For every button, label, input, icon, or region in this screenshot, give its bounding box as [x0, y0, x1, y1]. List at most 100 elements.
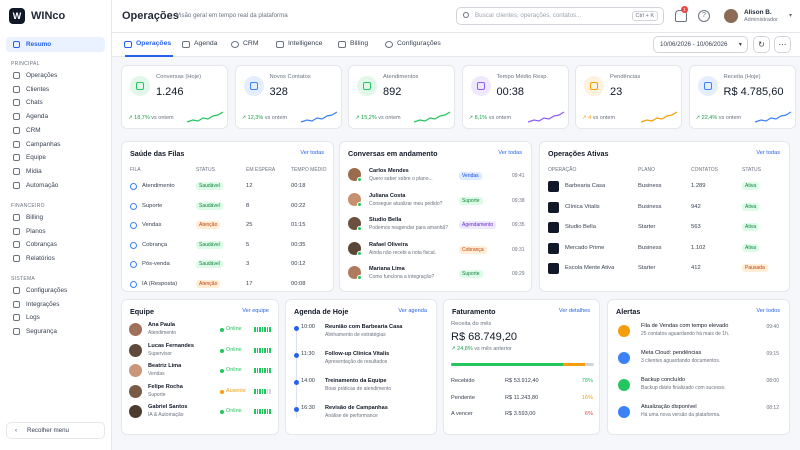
conversation-time: 09:31 [512, 246, 525, 253]
list-item[interactable]: Rafael Oliveira Ainda não recebi a nota f… [340, 238, 533, 261]
nav-icon [13, 85, 20, 93]
list-item[interactable]: Felipe Rocha Suporte Ausente [122, 382, 280, 401]
sidebar-item-campanhas[interactable]: Campanhas [6, 137, 105, 152]
activity-bar [261, 409, 263, 414]
sidebar-item-agenda[interactable]: Agenda [6, 109, 105, 124]
col-header: STATUS [742, 167, 761, 173]
operations-view-all-link[interactable]: Ver todas [756, 150, 780, 156]
alert-item[interactable]: Meta Cloud: pendências 3 clientes aguarda… [608, 347, 791, 372]
sidebar-item-operaes[interactable]: Operações [6, 68, 105, 83]
collapse-menu-button[interactable]: ‹ Recolher menu [6, 422, 105, 439]
activity-bar [264, 347, 266, 353]
member-name: Gabriel Santos [148, 404, 188, 410]
agenda-desc: Apresentação de resultados [325, 359, 388, 365]
table-row[interactable]: Cobrança Saudável 5 00:35 [122, 237, 335, 255]
queue-icon [130, 202, 137, 210]
tab-billing[interactable]: Billing [338, 40, 368, 48]
sidebar-item-mdia[interactable]: Mídia [6, 164, 105, 179]
member-role: Atendimento [148, 330, 177, 336]
agenda-item[interactable]: 16:30 Revisão de Campanhas Análise de perf… [286, 403, 438, 428]
more-button[interactable]: ⋯ [774, 36, 791, 53]
queue-time: 00:12 [291, 261, 306, 267]
billing-row-pct: 78% [581, 378, 593, 384]
table-row[interactable]: IA (Resposta) Atenção 17 00:08 [122, 276, 335, 294]
list-item[interactable]: Juliana Costa Consegue atualizar meu pedi… [340, 189, 533, 212]
sidebar-item-planos[interactable]: Planos [6, 224, 105, 239]
sidebar-item-relatrios[interactable]: Relatórios [6, 251, 105, 266]
sidebar-item-integraes[interactable]: Integrações [6, 297, 105, 312]
sidebar-item-configuraes[interactable]: Configurações [6, 283, 105, 298]
kpi-trend: ↗ 12,3% vs ontem [241, 115, 288, 121]
activity-bar [261, 347, 263, 353]
sidebar-item-automao[interactable]: Automação [6, 178, 105, 193]
table-row[interactable]: Mercado Prime Business 1.102 Ativa [540, 239, 791, 258]
alerts-view-all-link[interactable]: Ver todos [756, 308, 780, 314]
avatar [129, 323, 142, 336]
table-row[interactable]: Clínica Vitalis Business 942 Ativa [540, 198, 791, 217]
billing-details-link[interactable]: Ver detalhes [558, 308, 590, 314]
operation-name: Studio Bella [565, 224, 596, 230]
tab-agenda[interactable]: Agenda [182, 40, 217, 48]
list-item[interactable]: Mariana Lima Como funciona a integração? S… [340, 262, 533, 285]
trend-icon: ↗ [355, 115, 362, 121]
sidebar-item-billing[interactable]: Billing [6, 210, 105, 225]
sidebar-item-crm[interactable]: CRM [6, 123, 105, 138]
sidebar-item-resumo[interactable]: Resumo [6, 37, 105, 52]
notification-badge: 1 [681, 6, 688, 13]
agenda-item[interactable]: 10:00 Reunião com Barbearia Casa Alinhamen… [286, 322, 438, 347]
tab-crm[interactable]: CRM [231, 40, 258, 48]
agenda-view-link[interactable]: Ver agenda [398, 308, 427, 314]
sidebar-item-clientes[interactable]: Clientes [6, 82, 105, 97]
message-preview: Ainda não recebi a nota fiscal. [369, 249, 436, 256]
team-title: Equipe [130, 307, 154, 316]
operation-name: Clínica Vitalis [565, 203, 600, 210]
table-row[interactable]: Escola Mente Ativa Starter 412 Pausada [540, 259, 791, 278]
billing-row-label: Recebido [451, 378, 475, 384]
chevron-down-icon[interactable]: ▾ [789, 13, 793, 19]
sparkline-path [640, 111, 678, 123]
queues-view-all-link[interactable]: Ver todas [300, 150, 324, 156]
conversation-time: 09:38 [512, 197, 525, 204]
table-row[interactable]: Suporte Saudável 8 00:22 [122, 198, 335, 216]
sidebar-item-logs[interactable]: Logs [6, 310, 105, 325]
tab-configuracoes[interactable]: Configurações [385, 40, 441, 48]
refresh-button[interactable]: ↻ [753, 36, 770, 53]
help-icon[interactable]: ? [698, 10, 710, 22]
tab-intelligence[interactable]: Intelligence [276, 40, 322, 48]
list-item[interactable]: Studio Bella Podemos reagendar para amanh… [340, 213, 533, 236]
team-view-link[interactable]: Ver equipe [242, 308, 269, 314]
list-item[interactable]: Carlos Mendes Quero saber sobre o plano..… [340, 164, 533, 187]
operation-contacts: 563 [691, 224, 701, 230]
table-row[interactable]: Atendimento Saudável 12 00:18 [122, 178, 335, 196]
sidebar-item-chats[interactable]: Chats [6, 95, 105, 110]
avatar[interactable] [724, 9, 738, 23]
date-range-picker[interactable]: 10/06/2026 - 10/06/2026 ▾ [653, 36, 748, 53]
table-row[interactable]: Vendas Atenção 25 01:15 [122, 217, 335, 235]
topbar: Operações Visão geral em tempo real da p… [112, 0, 800, 33]
conversations-view-all-link[interactable]: Ver todas [498, 150, 522, 156]
agenda-item[interactable]: 11:30 Follow-up Clínica Vitalis Apresentaç… [286, 349, 438, 374]
alert-item[interactable]: Fila de Vendas com tempo elevado 25 conta… [608, 320, 791, 345]
agenda-item[interactable]: 14:00 Treinamento da Equipe Boas práticas … [286, 376, 438, 401]
search-input[interactable]: Buscar clientes, operações, contatos... … [456, 7, 664, 25]
alert-item[interactable]: Backup concluído Backup diário finalizado… [608, 374, 791, 399]
sidebar-item-equipe[interactable]: Equipe [6, 150, 105, 165]
alert-item[interactable]: Atualização disponível Há uma nova versão… [608, 401, 791, 426]
table-row[interactable]: Barbearia Casa Business 1.289 Ativa [540, 177, 791, 196]
list-item[interactable]: Beatriz Lima Vendas Online [122, 361, 280, 380]
kpi-card: Pendências 23 ↗ 4 vs ontem [575, 65, 682, 129]
table-row[interactable]: Studio Bella Starter 563 Ativa [540, 218, 791, 237]
sidebar-item-segurana[interactable]: Segurança [6, 324, 105, 339]
kpi-sparkline [640, 111, 678, 123]
nav-icon [13, 126, 20, 134]
sidebar-item-cobranas[interactable]: Cobranças [6, 237, 105, 252]
nav-icon [13, 255, 20, 263]
activity-bar [254, 327, 256, 332]
whatsapp-icon [357, 201, 362, 207]
list-item[interactable]: Gabriel Santos IA & Automação Online [122, 402, 280, 421]
list-item[interactable]: Ana Paula Atendimento Online [122, 320, 280, 339]
queue-wait: 25 [246, 222, 253, 228]
table-row[interactable]: Pós-venda Saudável 3 00:12 [122, 256, 335, 274]
list-item[interactable]: Lucas Fernandes Supervisor Online [122, 341, 280, 360]
tab-operacoes[interactable]: Operações [124, 40, 171, 48]
